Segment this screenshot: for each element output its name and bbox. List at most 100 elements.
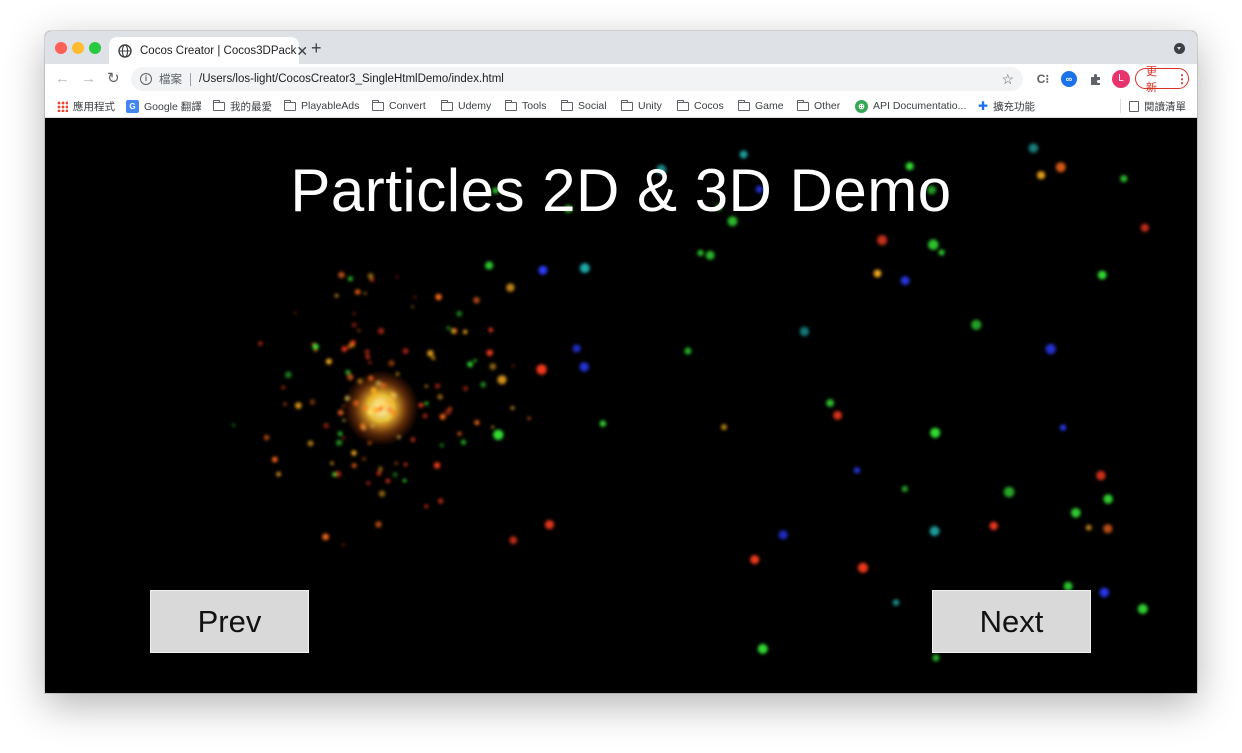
particle-2d bbox=[371, 424, 374, 428]
particle-2d bbox=[322, 533, 329, 541]
next-button[interactable]: Next bbox=[932, 590, 1091, 653]
bookmark-folder-playableads[interactable]: PlayableAds bbox=[284, 98, 359, 114]
bookmark-label: Social bbox=[578, 100, 607, 112]
browser-tab[interactable]: Cocos Creator | Cocos3DPack ✕ bbox=[109, 37, 308, 64]
site-info-icon[interactable]: i bbox=[140, 73, 152, 85]
bookmark-folder-other[interactable]: Other bbox=[797, 98, 840, 114]
update-button[interactable]: 更新 ⋮ bbox=[1135, 66, 1189, 94]
prev-button[interactable]: Prev bbox=[150, 590, 309, 653]
reading-list-button[interactable]: 閱讀清單 bbox=[1129, 98, 1186, 114]
particle-3d bbox=[1037, 171, 1046, 180]
particle-3d bbox=[928, 239, 939, 250]
particle-2d bbox=[285, 371, 292, 379]
particle-2d bbox=[439, 443, 444, 448]
bookmark-apps[interactable]: 應用程式 bbox=[57, 98, 115, 114]
infinity-extension-icon[interactable]: ∞ bbox=[1061, 71, 1077, 87]
particle-2d bbox=[382, 424, 386, 427]
particle-3d bbox=[750, 555, 760, 565]
bookmark-extensions[interactable]: ✚ 擴充功能 bbox=[978, 98, 1035, 114]
particle-2d bbox=[347, 345, 351, 349]
particle-2d bbox=[378, 490, 386, 497]
bookmark-folder-udemy[interactable]: Udemy bbox=[441, 98, 491, 114]
particle-2d bbox=[355, 289, 361, 295]
particle-2d bbox=[386, 406, 393, 413]
particle-2d bbox=[386, 416, 389, 420]
cocos-extension-icon[interactable]: C⁝ bbox=[1036, 72, 1050, 86]
particle-2d bbox=[309, 399, 316, 405]
particle-3d bbox=[564, 204, 573, 213]
particle-2d bbox=[385, 478, 390, 483]
particle-3d bbox=[497, 375, 507, 385]
particle-2d bbox=[381, 383, 386, 388]
particle-3d bbox=[684, 347, 692, 355]
particle-2d bbox=[350, 340, 356, 346]
particle-2d bbox=[388, 360, 395, 367]
particle-2d bbox=[375, 521, 382, 528]
bookmark-google-translate[interactable]: G Google 翻譯 bbox=[126, 98, 202, 114]
bookmark-label: Cocos bbox=[694, 100, 724, 112]
profile-avatar[interactable]: L bbox=[1112, 70, 1130, 88]
particle-2d bbox=[384, 397, 391, 404]
particle-3d bbox=[1085, 524, 1092, 531]
folder-icon bbox=[441, 99, 453, 111]
window-minimize-button[interactable] bbox=[72, 42, 84, 54]
particle-2d bbox=[424, 384, 428, 388]
particle-2d bbox=[486, 349, 493, 356]
bookmark-folder-social[interactable]: Social bbox=[561, 98, 607, 114]
bookmark-folder-tools[interactable]: Tools bbox=[505, 98, 547, 114]
particle-2d bbox=[366, 481, 371, 486]
particle-2d bbox=[367, 441, 372, 445]
particle-3d bbox=[492, 187, 499, 194]
particle-2d bbox=[307, 440, 314, 447]
particle-2d bbox=[463, 329, 468, 334]
extensions-puzzle-icon[interactable] bbox=[1087, 71, 1103, 87]
particle-3d bbox=[599, 420, 607, 427]
back-arrow-icon[interactable]: ← bbox=[55, 70, 70, 87]
particle-3d bbox=[1028, 143, 1039, 153]
bookmark-folder-favorites[interactable]: 我的最愛 bbox=[213, 98, 272, 114]
particle-2d bbox=[457, 431, 462, 436]
particle-3d bbox=[900, 276, 910, 286]
particle-2d bbox=[365, 354, 370, 360]
particle-2d bbox=[402, 348, 409, 354]
particle-3d bbox=[715, 203, 723, 211]
tab-strip: Cocos Creator | Cocos3DPack ✕ + bbox=[45, 31, 1197, 64]
bookmark-folder-game[interactable]: Game bbox=[738, 98, 784, 114]
tab-search-icon[interactable] bbox=[1174, 43, 1185, 54]
url-text[interactable]: /Users/los-light/CocosCreator3_SingleHtm… bbox=[199, 73, 504, 85]
folder-icon bbox=[677, 99, 689, 111]
bookmark-folder-cocos[interactable]: Cocos bbox=[677, 98, 724, 114]
particle-2d bbox=[376, 398, 380, 402]
particle-2d bbox=[379, 403, 383, 407]
particle-2d bbox=[323, 423, 329, 429]
bookmark-star-icon[interactable]: ☆ bbox=[1001, 70, 1014, 87]
particle-2d bbox=[379, 406, 383, 410]
game-canvas[interactable]: Particles 2D & 3D Demo Prev Next bbox=[45, 118, 1197, 693]
tab-close-icon[interactable]: ✕ bbox=[296, 42, 309, 59]
particle-3d bbox=[1096, 470, 1106, 481]
particle-3d bbox=[579, 263, 590, 274]
api-doc-icon: ⊕ bbox=[855, 99, 868, 113]
window-close-button[interactable] bbox=[55, 42, 67, 54]
particle-2d bbox=[427, 350, 434, 357]
particle-2d bbox=[403, 462, 408, 467]
forward-arrow-icon[interactable]: → bbox=[81, 70, 96, 87]
address-bar[interactable]: i 檔案 /Users/los-light/CocosCreator3_Sing… bbox=[131, 67, 1023, 91]
particle-2d bbox=[372, 391, 379, 398]
particle-2d bbox=[264, 434, 270, 441]
new-tab-button[interactable]: + bbox=[311, 38, 322, 58]
particle-2d bbox=[527, 416, 531, 420]
reload-icon[interactable]: ↻ bbox=[107, 70, 120, 87]
particle-2d bbox=[344, 395, 350, 401]
bookmark-label: Other bbox=[814, 100, 841, 112]
particle-2d bbox=[467, 361, 473, 368]
window-maximize-button[interactable] bbox=[89, 42, 101, 54]
particle-2d bbox=[357, 329, 361, 332]
bookmark-api-documentation[interactable]: ⊕ API Documentatio... bbox=[855, 98, 966, 114]
bookmark-folder-convert[interactable]: Convert bbox=[372, 98, 426, 114]
particle-2d bbox=[258, 341, 263, 346]
particle-2d bbox=[510, 406, 515, 410]
bookmark-folder-unity[interactable]: Unity bbox=[621, 98, 662, 114]
particle-3d bbox=[938, 249, 945, 256]
bookmark-label: Udemy bbox=[458, 100, 492, 112]
